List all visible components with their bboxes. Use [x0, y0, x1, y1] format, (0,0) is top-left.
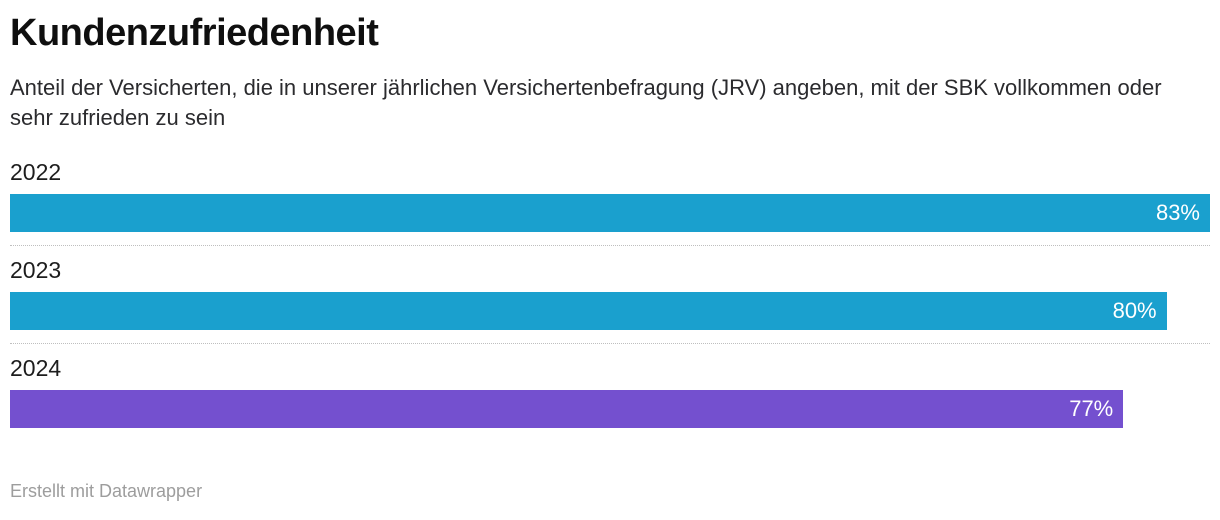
bar-track: 83%	[10, 193, 1210, 232]
chart-subtitle: Anteil der Versicherten, die in unserer …	[10, 74, 1162, 130]
bar-track: 77%	[10, 389, 1210, 428]
bar-track: 80%	[10, 291, 1210, 330]
chart-title: Kundenzufriedenheit	[10, 12, 379, 54]
bar-row: 2022 83%	[10, 159, 1210, 246]
bar-value-label: 80%	[1112, 297, 1157, 323]
bar[interactable]: 80%	[10, 291, 1167, 330]
bar-value-label: 77%	[1069, 395, 1114, 421]
category-label: 2024	[10, 354, 62, 381]
datawrapper-attribution-link[interactable]: Erstellt mit Datawrapper	[10, 481, 203, 501]
category-label: 2022	[10, 158, 62, 185]
bar-row: 2023 80%	[10, 257, 1210, 344]
bar[interactable]: 77%	[10, 389, 1124, 428]
bar-row: 2024 77%	[10, 355, 1210, 441]
bar-chart: 2022 83% 2023 80% 2024 77%	[10, 159, 1210, 441]
category-label: 2023	[10, 256, 62, 283]
bar-value-label: 83%	[1155, 199, 1200, 225]
bar[interactable]: 83%	[10, 193, 1210, 232]
